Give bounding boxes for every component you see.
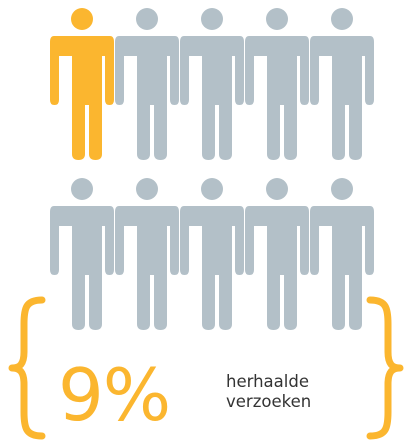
left-curly-brace-icon (8, 296, 46, 440)
person-icon (310, 178, 374, 330)
person-icon (115, 8, 179, 160)
right-curly-brace-icon (366, 296, 404, 440)
person-icon (245, 8, 309, 160)
stat-label-line-1: herhaalde (226, 372, 309, 391)
stat-percentage: 9% (58, 353, 171, 437)
person-icon (50, 178, 114, 330)
person-icon (310, 8, 374, 160)
person-icon (245, 178, 309, 330)
stat-label-line-2: verzoeken (226, 392, 312, 411)
person-icon (180, 178, 244, 330)
stat-label: herhaalde verzoeken (226, 372, 356, 412)
person-icon (180, 8, 244, 160)
people-icon-grid (50, 8, 374, 330)
person-icon (115, 178, 179, 330)
person-icon (50, 8, 114, 160)
